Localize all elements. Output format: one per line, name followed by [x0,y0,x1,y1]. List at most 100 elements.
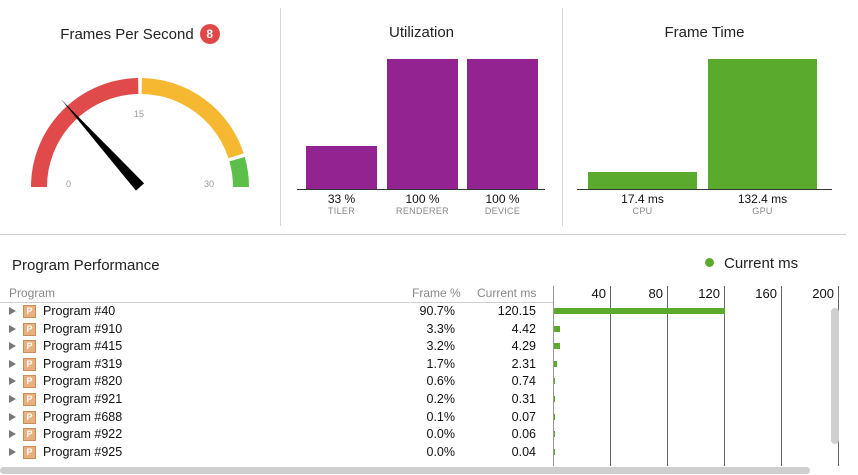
ms-bar [554,343,561,350]
chart-gridline [610,286,611,466]
frame-pct-value: 0.0% [426,427,456,442]
column-header-program[interactable]: Program [9,286,56,300]
fps-gauge: 0 15 30 [31,78,249,191]
chart-axis-tick: 160 [755,286,777,301]
program-name: Program #40 [43,304,116,318]
ms-bar [554,396,555,402]
ms-bar [554,431,555,438]
frame-pct-value: 3.3% [426,321,456,336]
frame-time-baseline [577,189,832,190]
frame-pct-value: 0.2% [426,392,456,406]
ms-bar [554,308,726,314]
chart-axis-tick: 120 [698,286,720,301]
program-name: Program #415 [43,339,123,354]
expand-triangle-icon[interactable] [9,324,16,333]
horizontal-scrollbar[interactable] [0,467,810,474]
frame-time-value-cpu: 17.4 ms [621,192,664,206]
gauge-red-arc [31,78,139,188]
legend-current-ms: Current ms [705,255,798,272]
ms-bar [554,448,555,455]
utilization-bar-device [467,59,538,189]
program-name: Program #921 [43,392,123,406]
panel-divider [562,8,563,226]
gauge-label-max: 30 [204,179,214,189]
program-name: Program #688 [43,409,123,424]
section-divider [0,234,846,235]
program-icon: P [23,393,36,406]
frame-time-value-gpu: 132.4 ms [737,192,788,206]
expand-triangle-icon[interactable] [9,395,16,403]
program-name: Program #910 [43,321,123,336]
gauge-label-mid: 15 [134,109,144,119]
utilization-value-device: 100 % [485,192,520,206]
expand-triangle-icon[interactable] [9,307,16,315]
fps-badge: 8 [199,24,220,44]
current-ms-value: 0.74 [511,374,536,389]
column-header-current-ms[interactable]: Current ms [477,286,537,300]
current-ms-value: 120.15 [497,304,536,318]
vertical-scrollbar[interactable] [831,308,839,444]
utilization-label-device: DEVICE [484,206,521,216]
table-row[interactable]: P Program #415 3.2% 4.29 [0,338,553,356]
program-icon: P [23,375,36,389]
chart-gridline [781,286,782,466]
utilization-panel: Utilization 33 % TILER 100 % RENDERER 100 % D… [281,0,562,232]
fps-panel: Frames Per Second 8 0 15 30 [0,0,280,232]
table-row[interactable]: P Program #922 0.0% 0.06 [0,426,553,444]
current-ms-value: 0.31 [511,392,536,406]
expand-triangle-icon[interactable] [9,430,16,439]
frame-time-title: Frame Time [664,24,745,41]
table-header-line [0,302,553,303]
column-header-frame-pct[interactable]: Frame % [412,286,461,300]
frame-time-panel: Frame Time 17.4 ms CPU 132.4 ms GPU [563,0,846,232]
utilization-label-tiler: TILER [327,206,355,216]
table-row[interactable]: P Program #921 0.2% 0.31 [0,391,553,409]
frame-pct-value: 1.7% [426,356,456,371]
expand-triangle-icon[interactable] [9,447,16,456]
utilization-baseline [297,189,545,190]
table-row[interactable]: P Program #40 90.7% 120.15 [0,303,553,321]
program-icon: P [23,322,36,336]
ms-bar [554,378,556,385]
current-ms-value: 4.42 [511,321,536,336]
ms-chart-area: 40 80 120 160 200 [553,286,839,466]
program-name: Program #820 [43,374,123,389]
current-ms-value: 4.29 [511,339,536,354]
program-icon: P [23,305,36,318]
table-row[interactable]: P Program #925 0.0% 0.04 [0,444,553,462]
program-icon: P [23,445,36,459]
current-ms-value: 0.07 [511,409,536,424]
chart-gridline [724,286,725,466]
expand-triangle-icon[interactable] [9,342,16,351]
expand-triangle-icon[interactable] [9,412,16,421]
ms-bar [554,413,555,420]
chart-axis-tick: 200 [812,286,834,301]
chart-gridline [667,286,668,466]
utilization-title: Utilization [388,24,455,41]
current-ms-value: 2.31 [511,356,536,371]
fps-title: Frames Per Second [60,26,194,43]
frame-time-bar-cpu [588,171,697,189]
legend-dot-icon [705,258,714,267]
frame-time-label-gpu: GPU [752,206,773,216]
table-row[interactable]: P Program #910 3.3% 4.42 [0,321,553,339]
gauge-needle [61,99,145,191]
ms-bar [554,325,561,332]
utilization-value-renderer: 100 % [405,192,440,206]
table-row[interactable]: P Program #319 1.7% 2.31 [0,356,553,374]
utilization-label-renderer: RENDERER [396,206,449,216]
fps-title-row: Frames Per Second 8 [0,24,280,44]
expand-triangle-icon[interactable] [9,377,16,386]
program-icon: P [23,357,36,371]
gauge-green-arc [229,156,249,188]
program-performance-title: Program Performance [12,257,160,274]
expand-triangle-icon[interactable] [9,359,16,368]
chart-left-border [553,286,554,466]
table-row[interactable]: P Program #688 0.1% 0.07 [0,409,553,427]
frame-pct-value: 90.7% [419,304,455,318]
table-row[interactable]: P Program #820 0.6% 0.74 [0,373,553,391]
frame-time-label-cpu: CPU [632,206,653,216]
frame-pct-value: 0.6% [426,374,456,389]
current-ms-value: 0.04 [511,444,536,459]
frame-pct-value: 0.0% [426,444,456,459]
